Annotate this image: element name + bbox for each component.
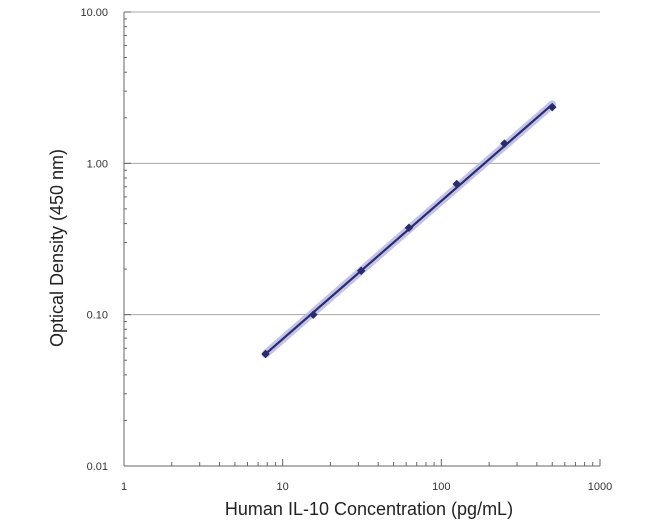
- x-tick-label: 100: [432, 481, 450, 493]
- x-axis-title: Human IL-10 Concentration (pg/mL): [225, 499, 513, 519]
- x-tick-label: 1000: [588, 481, 612, 493]
- data-point-marker: [356, 266, 366, 276]
- x-tick-label: 10: [277, 481, 289, 493]
- y-tick-label: 1.00: [87, 158, 108, 170]
- data-point-marker: [452, 179, 462, 189]
- y-tick-label: 0.10: [87, 310, 108, 322]
- data-point-marker: [261, 349, 270, 359]
- y-axis-title: Optical Density (450 nm): [47, 149, 67, 347]
- data-point-marker: [547, 102, 557, 112]
- y-tick-label: 0.01: [87, 461, 108, 473]
- data-point-marker: [308, 310, 318, 320]
- x-tick-label: 1: [121, 481, 127, 493]
- axes-layer: [123, 11, 601, 467]
- grid-layer: [124, 11, 600, 316]
- series-layer: [261, 100, 557, 359]
- labels-layer: 1 10 100 1000 0.01 0.10 1.00 10.00 Human IL-10 C…: [47, 7, 612, 519]
- data-point-marker: [404, 223, 414, 233]
- data-point-marker: [500, 139, 509, 148]
- y-tick-label: 10.00: [80, 7, 108, 19]
